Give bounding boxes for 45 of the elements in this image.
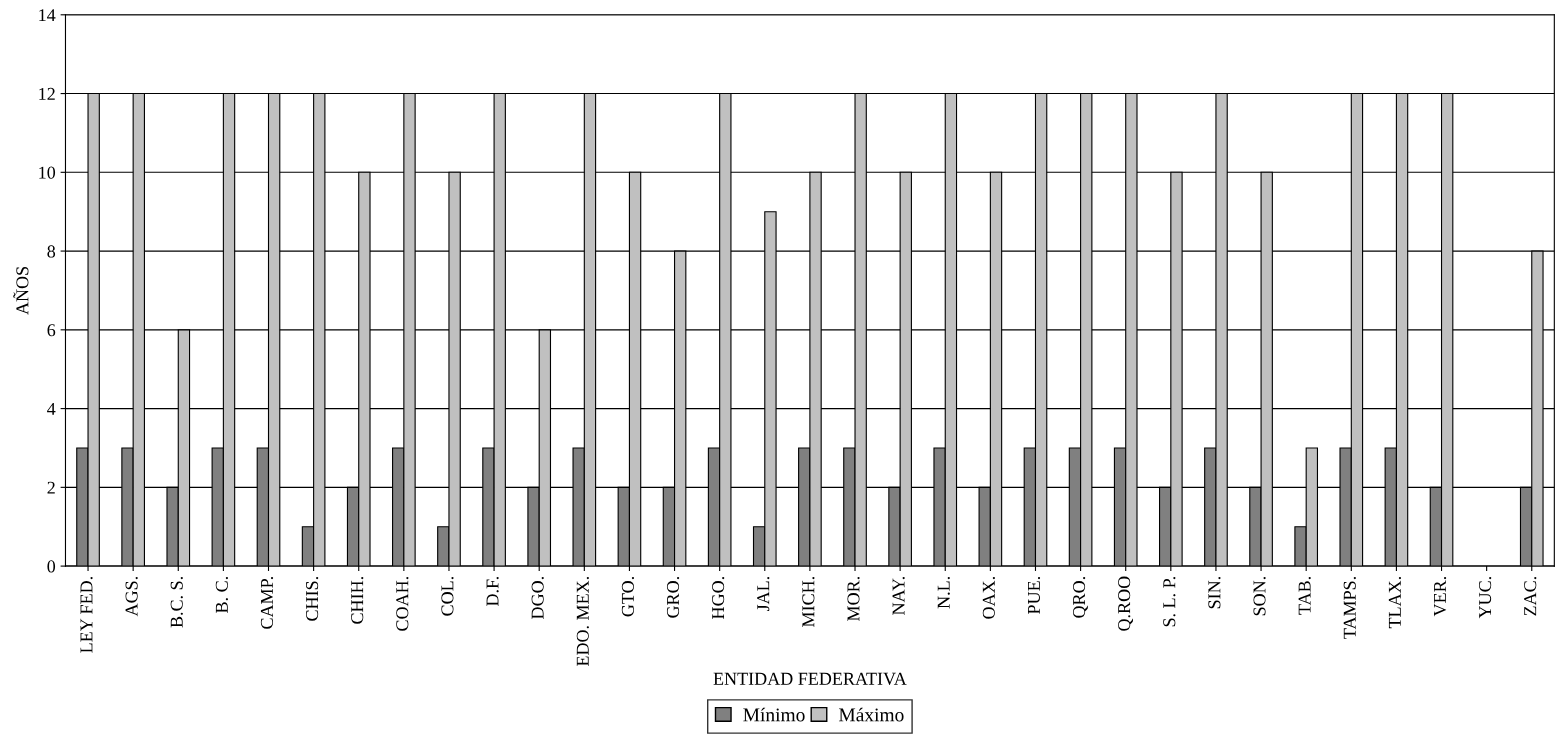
x-tick-label: DGO. [531, 577, 544, 619]
legend-label: Máximo [838, 707, 904, 722]
y-tick-label: 2 [47, 481, 55, 494]
x-tick-label: COL. [441, 577, 454, 616]
x-tick-label: GTO. [621, 577, 635, 617]
y-tick-label: 12 [39, 87, 55, 100]
x-tick-label: D.F. [486, 577, 499, 606]
x-tick-label: NAY. [892, 577, 905, 615]
x-tick-label: AGS. [125, 577, 138, 617]
x-tick-label: SON. [1253, 577, 1266, 616]
x-tick-label: S. L. P. [1163, 577, 1176, 627]
x-tick-label: EDO. MEX. [576, 577, 589, 667]
x-tick-label: CAMP. [260, 577, 274, 629]
x-tick-label: OAX. [982, 577, 995, 619]
y-tick-label: 6 [47, 324, 56, 337]
x-tick-label: Q.ROO [1118, 576, 1133, 631]
y-tick-label: 14 [39, 9, 56, 22]
x-tick-label: B. C. [215, 577, 228, 613]
x-tick-label: TAB. [1298, 577, 1311, 615]
x-tick-label: LEY FED. [80, 577, 93, 653]
x-tick-label: B.C. S. [170, 577, 183, 628]
y-tick-label: 4 [47, 402, 56, 415]
x-tick-label: VER. [1434, 577, 1447, 617]
y-tick-label: 8 [47, 245, 56, 258]
x-tick-label: MICH. [802, 577, 815, 627]
legend-label: Mínimo [743, 707, 805, 722]
x-axis-title: ENTIDAD FEDERATIVA [713, 672, 907, 685]
x-tick-label: YUC. [1479, 577, 1492, 619]
x-tick-label: SIN. [1208, 577, 1221, 609]
x-tick-label: HGO. [712, 577, 725, 619]
x-tick-label: QRO. [1072, 577, 1088, 618]
x-tick-label: MOR. [847, 577, 860, 621]
x-tick-label: JAL. [757, 577, 770, 612]
x-tick-label: PUE. [1028, 577, 1041, 614]
y-axis-title: AÑOS [13, 266, 29, 315]
x-tick-label: TAMPS. [1343, 577, 1356, 639]
x-tick-label: CHIS. [306, 577, 319, 621]
x-tick-label: N.L. [937, 577, 950, 609]
x-tick-label: ZAC. [1524, 577, 1537, 616]
x-tick-label: GRO. [666, 577, 680, 618]
y-tick-label: 10 [39, 166, 56, 179]
x-tick-label: TLAX. [1388, 577, 1402, 629]
x-tick-label: CHIH. [351, 577, 364, 624]
y-tick-label: 0 [47, 560, 56, 573]
x-tick-label: COAH. [396, 577, 409, 631]
